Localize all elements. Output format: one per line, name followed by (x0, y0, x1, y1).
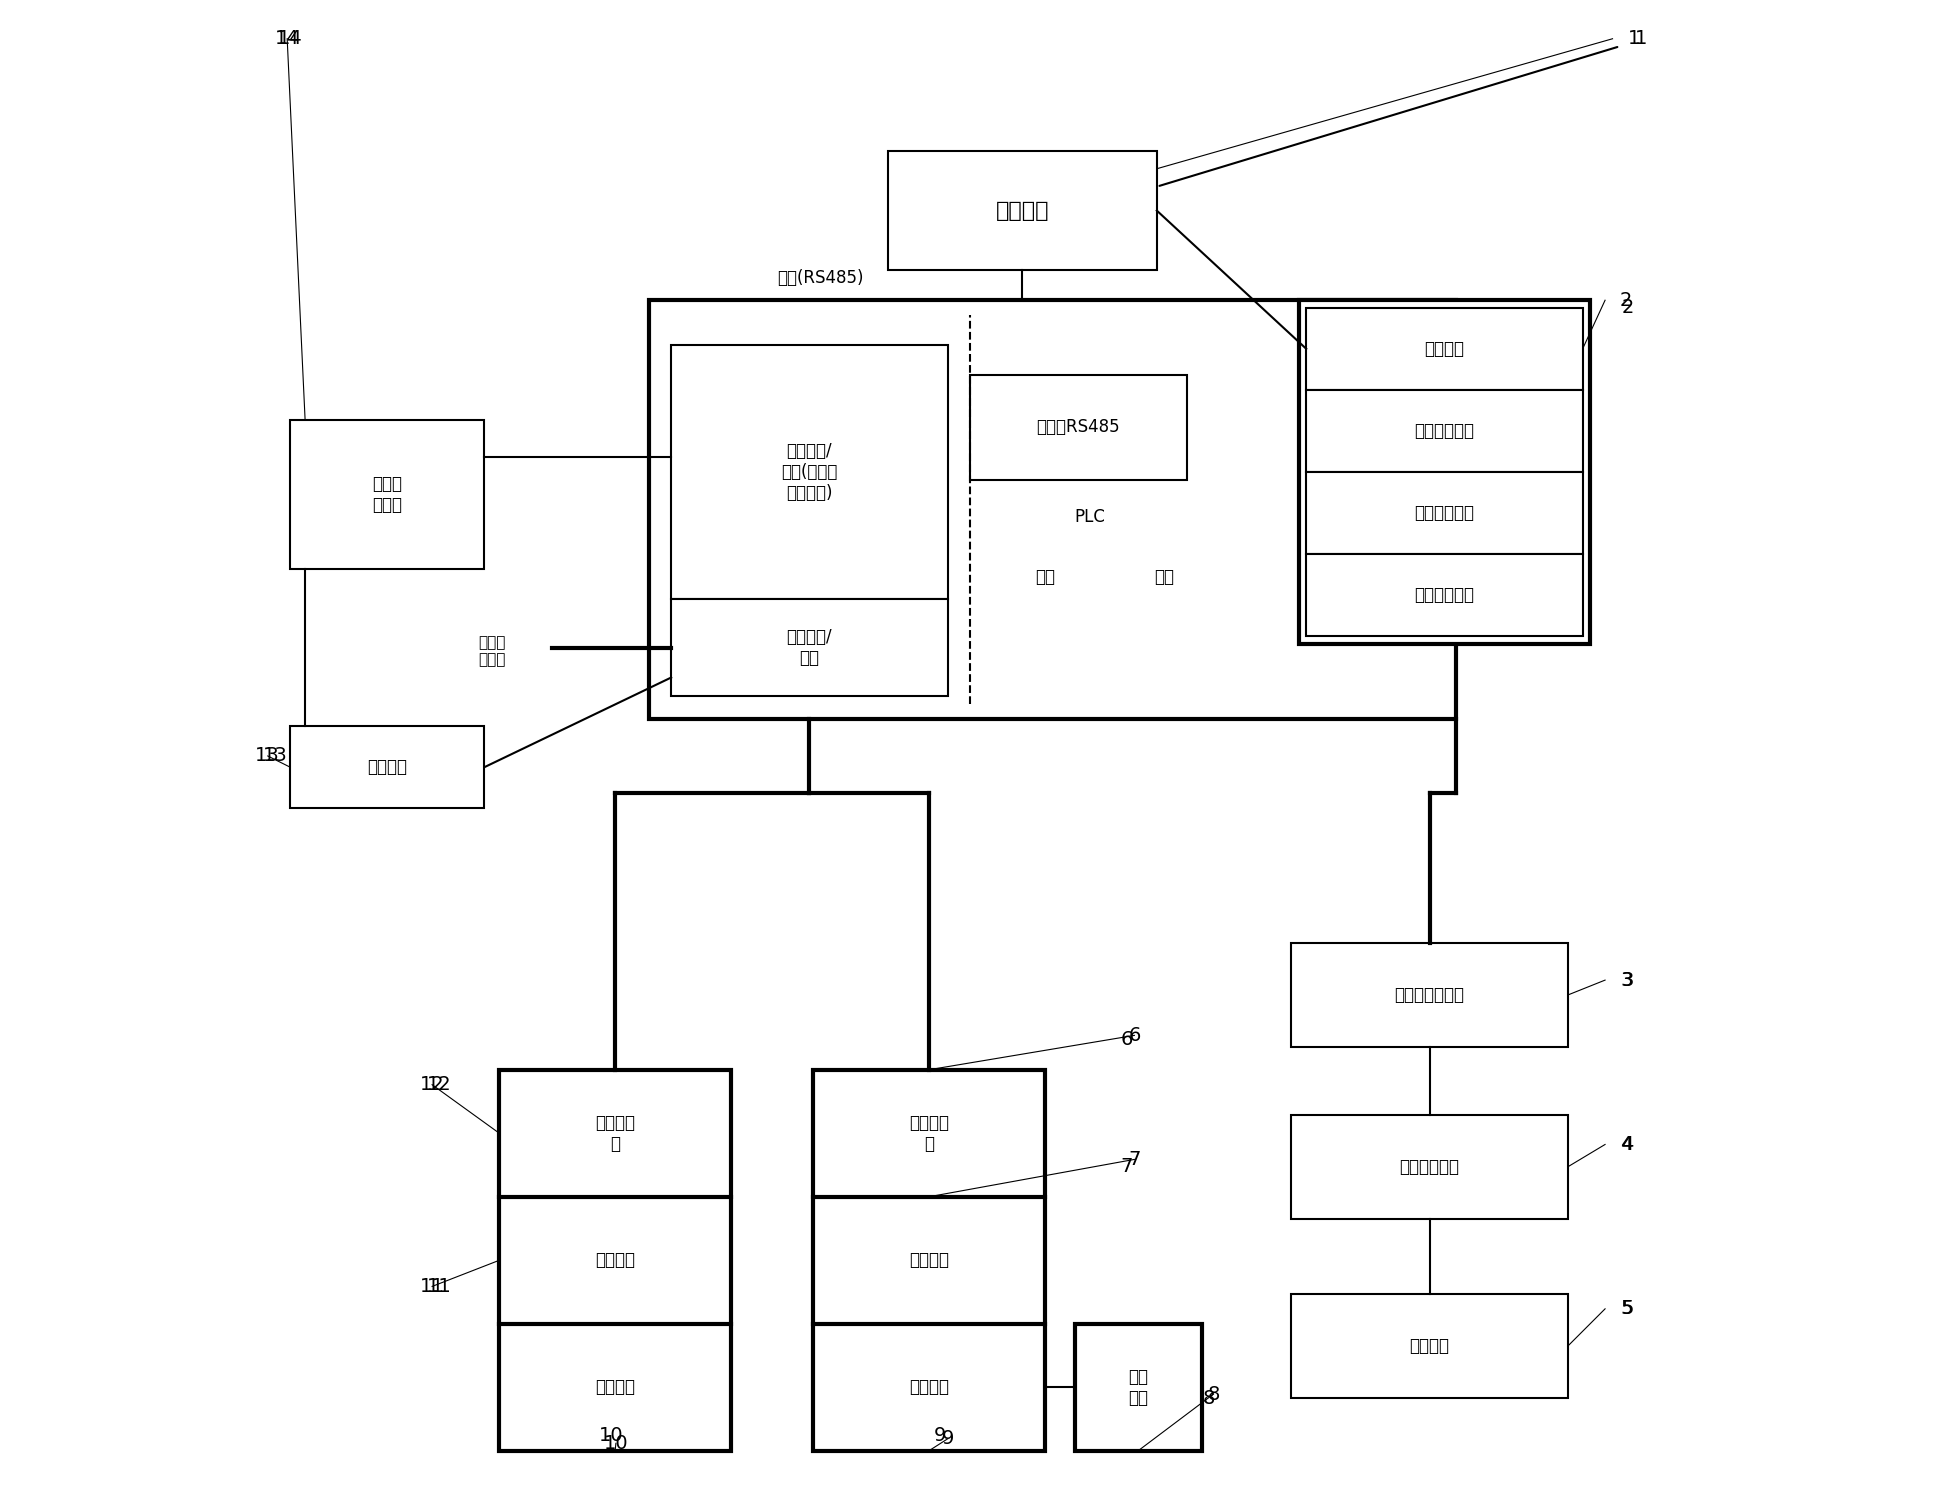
Text: 1: 1 (1627, 30, 1640, 48)
Text: 9: 9 (942, 1430, 954, 1448)
Text: 排线位置控制: 排线位置控制 (1415, 587, 1474, 605)
FancyBboxPatch shape (1292, 1293, 1568, 1398)
Text: 接近开关: 接近开关 (368, 757, 407, 775)
Text: 串行(RS485): 串行(RS485) (778, 269, 864, 287)
Text: 7: 7 (1120, 1157, 1134, 1177)
FancyBboxPatch shape (671, 346, 948, 599)
Text: 6: 6 (1120, 1030, 1134, 1049)
Text: 拉丝电机: 拉丝电机 (594, 1251, 635, 1269)
Text: 10: 10 (604, 1434, 628, 1452)
Text: 13: 13 (262, 747, 287, 765)
Text: 串行口RS485: 串行口RS485 (1036, 418, 1120, 436)
Text: 6: 6 (1128, 1025, 1140, 1045)
FancyBboxPatch shape (1306, 389, 1584, 472)
Text: 收卷速度控制: 收卷速度控制 (1415, 504, 1474, 522)
FancyBboxPatch shape (1292, 943, 1568, 1048)
Text: 8: 8 (1202, 1389, 1216, 1409)
Text: 4: 4 (1621, 1135, 1632, 1154)
Text: PLC: PLC (1073, 507, 1105, 525)
Text: 2: 2 (1621, 298, 1634, 317)
Text: 整机控制: 整机控制 (1425, 340, 1464, 358)
Text: 12: 12 (420, 1075, 444, 1094)
Text: 10: 10 (598, 1427, 624, 1445)
Text: 收卷机构: 收卷机构 (909, 1379, 948, 1397)
Text: 数字输入/
输出(含高速
输入输出): 数字输入/ 输出(含高速 输入输出) (782, 442, 837, 501)
FancyBboxPatch shape (1298, 301, 1589, 644)
FancyBboxPatch shape (289, 419, 485, 569)
Text: 14: 14 (278, 30, 303, 48)
Text: 收卷电机: 收卷电机 (909, 1251, 948, 1269)
Text: 排线伺服电机: 排线伺服电机 (1400, 1157, 1460, 1175)
FancyBboxPatch shape (1306, 472, 1584, 554)
Text: 排线伺服驱动器: 排线伺服驱动器 (1394, 987, 1464, 1004)
FancyBboxPatch shape (813, 1070, 1044, 1451)
Text: 人机界面: 人机界面 (995, 201, 1050, 220)
Text: 11: 11 (420, 1277, 444, 1296)
FancyBboxPatch shape (1306, 308, 1584, 389)
FancyBboxPatch shape (1075, 1323, 1202, 1451)
Text: 收卷
脉冲: 收卷 脉冲 (1128, 1368, 1148, 1407)
Text: 模拟输入/
输出: 模拟输入/ 输出 (786, 629, 833, 668)
Text: 2: 2 (1621, 290, 1632, 310)
Text: 14: 14 (276, 30, 299, 48)
Text: 11: 11 (428, 1277, 452, 1296)
Text: 1: 1 (1634, 30, 1648, 48)
FancyBboxPatch shape (1292, 1115, 1568, 1219)
Text: 8: 8 (1208, 1385, 1220, 1404)
Text: 机台与
操作台: 机台与 操作台 (371, 475, 403, 513)
Text: 9: 9 (934, 1427, 946, 1445)
FancyBboxPatch shape (888, 151, 1157, 271)
FancyBboxPatch shape (1306, 554, 1584, 636)
Text: 3: 3 (1621, 970, 1632, 990)
Text: 硬件: 硬件 (1034, 567, 1056, 585)
Text: 3: 3 (1621, 970, 1634, 990)
Text: 拉丝变频
器: 拉丝变频 器 (594, 1114, 635, 1153)
Text: 收卷变频
器: 收卷变频 器 (909, 1114, 948, 1153)
Text: 软件: 软件 (1153, 567, 1175, 585)
Text: 拉丝机构: 拉丝机构 (594, 1379, 635, 1397)
Text: 7: 7 (1128, 1150, 1140, 1169)
Text: 5: 5 (1621, 1299, 1634, 1319)
FancyBboxPatch shape (289, 726, 485, 808)
Text: 5: 5 (1621, 1299, 1632, 1319)
FancyBboxPatch shape (649, 301, 1456, 719)
Text: 拉丝速度控制: 拉丝速度控制 (1415, 422, 1474, 440)
FancyBboxPatch shape (970, 374, 1187, 479)
Text: 12: 12 (428, 1075, 452, 1094)
Text: 排线机构: 排线机构 (1410, 1337, 1449, 1355)
FancyBboxPatch shape (671, 599, 948, 696)
Text: 13: 13 (256, 747, 280, 765)
Text: 4: 4 (1621, 1135, 1634, 1154)
Text: 收线张
力检测: 收线张 力检测 (479, 635, 506, 668)
FancyBboxPatch shape (499, 1070, 731, 1451)
